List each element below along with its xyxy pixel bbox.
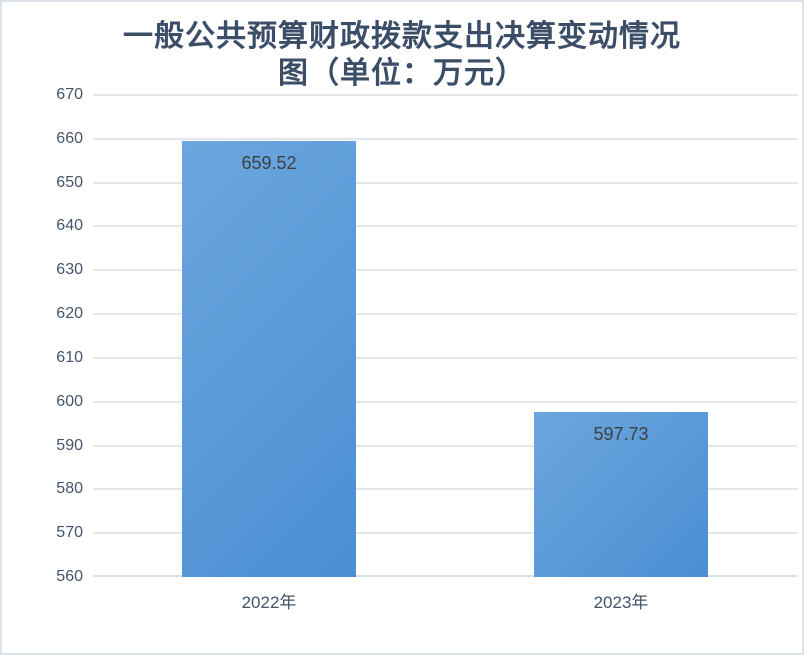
y-tick-label-610: 610 — [56, 348, 83, 366]
gridline-650 — [93, 181, 797, 184]
x-tick-label-2022年: 2022年 — [241, 593, 297, 612]
y-tick-label-600: 600 — [56, 392, 83, 410]
gridline-620 — [93, 313, 797, 316]
gridline-670 — [93, 94, 797, 96]
category-axis-line — [93, 575, 797, 577]
gridline-660 — [93, 137, 797, 140]
bar-2022年: 659.52 — [182, 140, 356, 577]
y-tick-label-630: 630 — [56, 261, 83, 279]
y-tick-label-590: 590 — [56, 436, 83, 454]
y-tick-label-640: 640 — [56, 217, 83, 235]
gridline-580 — [93, 488, 797, 491]
y-tick-label-660: 660 — [56, 129, 83, 147]
y-tick-label-620: 620 — [56, 305, 83, 323]
chart-title-line-2: 图（单位：万元） — [278, 57, 526, 90]
gridline-640 — [93, 225, 797, 228]
y-tick-label-570: 570 — [56, 524, 83, 542]
gridline-600 — [93, 400, 797, 403]
gridline-610 — [93, 356, 797, 359]
gridline-630 — [93, 269, 797, 272]
x-tick-label-2023年: 2023年 — [593, 593, 649, 612]
y-tick-label-580: 580 — [56, 480, 83, 498]
plot-area: 560 570 580 590 600 610 620 630 640 650 660 670 659.… — [56, 86, 797, 612]
bar-value-label-2023年: 597.73 — [593, 423, 649, 444]
chart-title: 一般公共预算财政拨款支出决算变动情况 图（单位：万元） — [2, 18, 802, 92]
gridline-570 — [93, 532, 797, 535]
gridline-590 — [93, 444, 797, 447]
y-tick-label-670: 670 — [56, 86, 83, 103]
y-tick-label-650: 650 — [56, 173, 83, 191]
bar-2023年: 597.73 — [534, 411, 708, 577]
chart-title-line-1: 一般公共预算财政拨款支出决算变动情况 — [123, 20, 681, 53]
y-tick-label-560: 560 — [56, 568, 83, 585]
bar-value-label-2022年: 659.52 — [241, 152, 297, 173]
